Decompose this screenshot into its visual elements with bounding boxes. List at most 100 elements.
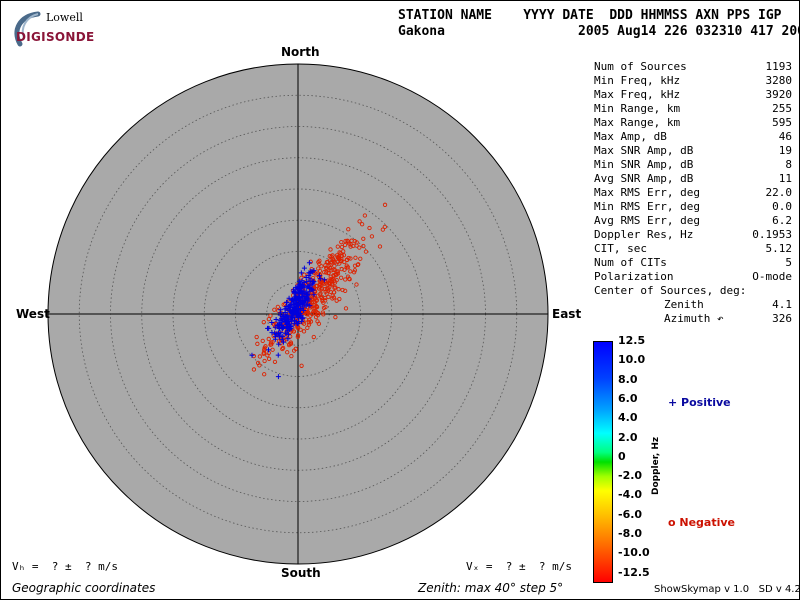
negative-point	[352, 268, 358, 273]
negative-point	[340, 287, 345, 293]
positive-point	[297, 288, 303, 294]
positive-point	[296, 278, 302, 284]
stat-row: Max SNR Amp, dB 19	[594, 144, 792, 158]
negative-point	[317, 283, 322, 288]
negative-point	[272, 307, 277, 312]
positive-point	[304, 291, 310, 297]
negative-point	[335, 244, 340, 249]
negative-point	[330, 253, 335, 258]
stat-row: Max Range, km 595	[594, 116, 792, 130]
negative-point	[257, 363, 262, 368]
negative-point	[257, 354, 263, 359]
positive-point	[306, 260, 312, 266]
stats-panel: Num of Sources 1193 Min Freq, kHz 3280 Max F…	[594, 60, 792, 326]
negative-point	[263, 344, 268, 349]
negative-point	[382, 202, 388, 207]
compass-west: West	[16, 307, 50, 321]
negative-point	[339, 266, 344, 272]
positive-point	[288, 325, 294, 331]
stat-value: 0.0	[772, 200, 792, 213]
positive-point	[249, 352, 255, 358]
doppler-colorbar	[593, 341, 613, 583]
negative-point	[359, 222, 365, 227]
negative-point	[330, 282, 335, 287]
stat-row: Min Range, km 255	[594, 102, 792, 116]
stat-row: Zenith 4.1	[594, 298, 792, 312]
stat-value: 8	[785, 158, 792, 171]
negative-point	[343, 277, 348, 282]
positive-point	[273, 316, 279, 322]
negative-point	[325, 283, 330, 288]
positive-point	[294, 313, 300, 319]
negative-point	[380, 227, 386, 232]
stat-value: 1193	[765, 60, 793, 73]
negative-point	[347, 276, 352, 282]
negative-point	[260, 338, 265, 344]
negative-point	[289, 354, 294, 359]
negative-point	[341, 253, 347, 258]
negative-point	[341, 249, 346, 254]
positive-point	[300, 304, 306, 310]
stat-value: 19	[778, 144, 792, 157]
positive-point	[301, 265, 307, 271]
positive-point	[280, 333, 286, 339]
negative-point	[357, 245, 362, 250]
legend-positive: + Positive	[668, 396, 731, 409]
negative-point	[324, 270, 329, 275]
positive-point	[283, 304, 289, 310]
positive-point	[276, 330, 282, 336]
negative-point	[291, 348, 297, 353]
stat-label: Min Range, km	[594, 102, 681, 115]
positive-point	[297, 281, 303, 287]
negative-point	[363, 249, 369, 254]
stat-value: 46	[778, 130, 792, 143]
positive-point	[285, 317, 291, 323]
negative-point	[319, 264, 324, 269]
negative-point	[262, 358, 267, 364]
positive-point	[316, 273, 322, 279]
positive-point	[304, 285, 310, 291]
stat-row: Azimuth ↶ 326	[594, 312, 792, 326]
positive-point	[292, 318, 298, 324]
positive-point	[269, 320, 275, 326]
positive-point	[279, 324, 285, 330]
negative-point	[261, 320, 266, 325]
negative-point	[268, 340, 274, 345]
colorbar-tick: -10.0	[618, 546, 650, 560]
negative-point	[299, 275, 304, 281]
stat-label: Max RMS Err, deg	[594, 186, 700, 199]
positive-point	[301, 307, 307, 313]
stat-label: Zenith	[664, 298, 704, 311]
stat-label: Min RMS Err, deg	[594, 200, 700, 213]
stat-value: 3280	[765, 74, 793, 87]
positive-point	[307, 276, 313, 282]
negative-point	[268, 313, 273, 318]
negative-point	[266, 336, 271, 342]
negative-point	[329, 278, 335, 283]
colorbar-tick: -4.0	[618, 488, 643, 502]
negative-point	[314, 298, 320, 303]
colorbar-tick: -8.0	[618, 527, 643, 540]
negative-point	[307, 317, 312, 323]
colorbar-tick: 8.0	[618, 372, 638, 386]
negative-point	[288, 340, 294, 345]
legend-negative: o Negative	[668, 516, 736, 529]
header-values: Gakona 2005 Aug14 226 032310 417 200 +8D	[398, 24, 800, 39]
positive-point	[280, 339, 286, 345]
negative-point	[301, 329, 307, 334]
negative-point	[338, 275, 344, 280]
negative-point	[331, 295, 337, 300]
positive-point	[266, 347, 272, 353]
negative-point	[342, 242, 348, 248]
negative-point	[362, 213, 368, 218]
negative-point	[302, 272, 307, 277]
positive-point	[275, 352, 281, 358]
negative-point	[317, 284, 323, 290]
positive-point	[293, 293, 299, 299]
negative-point	[369, 234, 375, 239]
positive-point	[301, 280, 307, 286]
negative-point	[317, 268, 323, 274]
negative-point	[348, 256, 353, 261]
positive-points	[249, 260, 327, 380]
negative-point	[354, 240, 359, 245]
